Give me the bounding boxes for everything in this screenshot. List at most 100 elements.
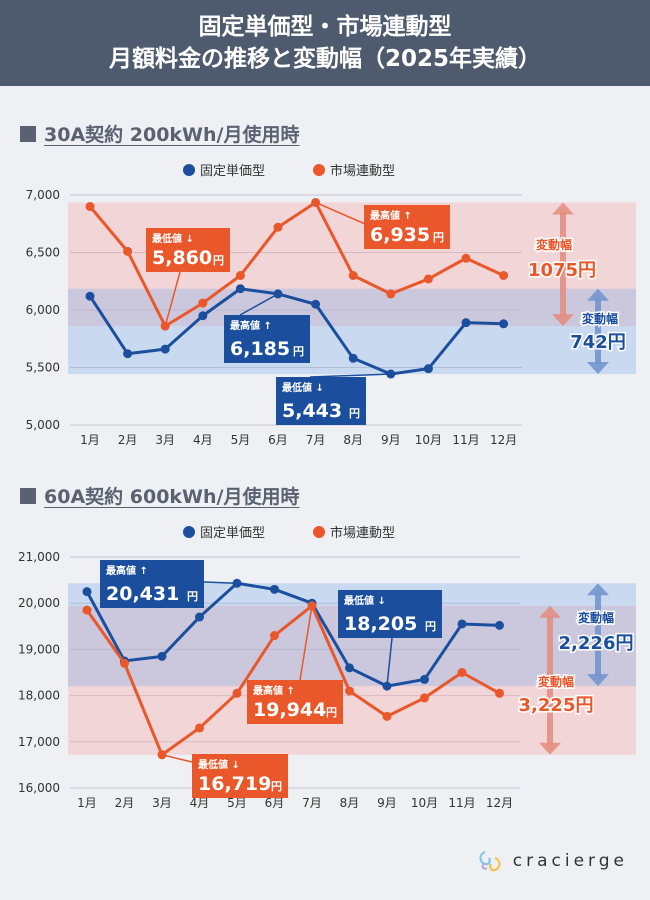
y-tick-label: 18,000 bbox=[18, 689, 60, 703]
square-bullet-icon bbox=[20, 488, 36, 504]
callout-box-market_min bbox=[192, 754, 288, 798]
data-point-market bbox=[461, 253, 471, 263]
x-tick-label: 9月 bbox=[377, 796, 397, 810]
callout-leader-market_max bbox=[315, 201, 373, 228]
callout-unit-fixed_min: 円 bbox=[349, 407, 360, 420]
section-title-30a-text: 30A契約 200kWh/月使用時 bbox=[44, 124, 300, 146]
x-tick-label: 6月 bbox=[268, 433, 288, 447]
callout-label-market_max: 最高値 ↑ bbox=[370, 209, 412, 222]
callout-unit-market_min: 円 bbox=[271, 780, 282, 793]
data-point-market bbox=[382, 711, 392, 721]
legend-fixed-marker bbox=[183, 526, 195, 538]
section-title-60a-text: 60A契約 600kWh/月使用時 bbox=[44, 486, 300, 508]
callout-unit-fixed_max: 円 bbox=[187, 590, 198, 603]
callout-box-fixed_min bbox=[338, 590, 442, 638]
data-point-fixed bbox=[457, 619, 467, 629]
range-arrow-down-icon-market bbox=[539, 742, 561, 755]
data-point-market bbox=[457, 668, 467, 677]
callout-label-fixed_max: 最高値 ↑ bbox=[230, 319, 272, 332]
x-tick-label: 2月 bbox=[115, 796, 135, 810]
x-tick-label: 12月 bbox=[486, 796, 513, 810]
range-value-market: 3,225円 bbox=[519, 695, 594, 716]
chart-60a: 固定単価型 市場連動型 21,000 20,000 19,000 18,000 17,000… bbox=[18, 525, 636, 810]
data-point-fixed bbox=[198, 311, 208, 321]
range-value-fixed: 742円 bbox=[570, 332, 626, 353]
data-point-market bbox=[195, 723, 204, 733]
x-tick-label: 8月 bbox=[340, 796, 360, 810]
y-tick-label: 20,000 bbox=[18, 596, 60, 610]
legend-fixed-label: 固定単価型 bbox=[200, 525, 265, 541]
legend-market-marker bbox=[313, 164, 325, 176]
callout-box-market_min bbox=[146, 228, 230, 272]
y-tick-label: 6,500 bbox=[26, 246, 60, 260]
data-point-market bbox=[85, 202, 95, 211]
callout-value-market_min: 16,719 bbox=[198, 773, 271, 795]
callout-value-fixed_max: 20,431 bbox=[106, 583, 179, 605]
callout-box-market_max bbox=[247, 680, 343, 724]
data-point-market bbox=[123, 246, 133, 256]
callout-value-fixed_min: 18,205 bbox=[344, 613, 417, 635]
x-tick-label: 11月 bbox=[448, 796, 475, 810]
data-point-fixed bbox=[382, 681, 392, 691]
data-point-market bbox=[348, 271, 358, 280]
data-point-fixed bbox=[348, 353, 358, 363]
x-tick-label: 10月 bbox=[415, 433, 442, 447]
data-point-fixed bbox=[345, 663, 354, 673]
y-tick-label: 5,500 bbox=[26, 361, 60, 375]
x-tick-label: 3月 bbox=[155, 433, 175, 447]
callout-value-market_max: 6,935 bbox=[370, 224, 430, 246]
data-point-market bbox=[270, 631, 279, 641]
x-tick-label: 10月 bbox=[411, 796, 438, 810]
callout-unit-fixed_min: 円 bbox=[425, 620, 436, 633]
x-tick-label: 3月 bbox=[152, 796, 172, 810]
logo-icon bbox=[479, 850, 501, 872]
data-point-fixed bbox=[85, 291, 95, 301]
callout-label-fixed_min: 最低値 ↓ bbox=[344, 594, 386, 607]
range-label-fixed: 変動幅 bbox=[582, 311, 618, 326]
callout-label-fixed_max: 最高値 ↑ bbox=[106, 564, 148, 577]
data-point-market bbox=[423, 274, 433, 284]
range-arrow-down-icon-market bbox=[552, 314, 574, 327]
data-point-fixed bbox=[157, 651, 167, 661]
data-point-market bbox=[386, 289, 396, 299]
data-point-fixed bbox=[123, 349, 133, 359]
x-tick-label: 7月 bbox=[302, 796, 322, 810]
callout-leader-fixed_min bbox=[309, 373, 391, 378]
series-line-market bbox=[85, 604, 501, 757]
data-point-market bbox=[120, 658, 129, 668]
x-tick-label: 1月 bbox=[80, 433, 100, 447]
range-arrow-up-icon-fixed bbox=[587, 583, 609, 596]
y-tick-label: 21,000 bbox=[18, 550, 60, 564]
x-tick-label: 2月 bbox=[118, 433, 138, 447]
x-tick-label: 1月 bbox=[77, 796, 97, 810]
x-tick-label: 6月 bbox=[265, 796, 285, 810]
y-tick-label: 19,000 bbox=[18, 642, 60, 656]
callout-value-fixed_min: 5,443 bbox=[282, 400, 342, 422]
series-line-fixed bbox=[85, 581, 500, 688]
data-point-market bbox=[82, 605, 92, 615]
data-point-fixed bbox=[423, 364, 433, 374]
range-arrow-up-icon-market bbox=[552, 202, 574, 215]
section-title-30a: 30A契約 200kWh/月使用時 bbox=[20, 120, 299, 147]
callout-leader-market_min bbox=[161, 754, 193, 763]
data-point-market bbox=[499, 271, 509, 280]
x-tick-label: 4月 bbox=[190, 796, 210, 810]
range-arrow-down-icon-fixed bbox=[587, 674, 609, 687]
data-point-fixed bbox=[235, 284, 245, 294]
series-line-market bbox=[88, 200, 505, 328]
callout-box-fixed_min bbox=[276, 377, 366, 425]
data-point-fixed bbox=[495, 620, 504, 630]
legend-fixed-marker bbox=[183, 164, 195, 176]
data-point-market bbox=[273, 222, 283, 232]
page-title-line1: 固定単価型・市場連動型 bbox=[198, 14, 452, 40]
x-tick-label: 8月 bbox=[343, 433, 363, 447]
callout-box-market_max bbox=[364, 205, 450, 249]
data-point-fixed bbox=[270, 584, 279, 594]
x-tick-label: 12月 bbox=[490, 433, 517, 447]
range-label-fixed: 変動幅 bbox=[578, 610, 614, 625]
callout-value-market_min: 5,860 bbox=[152, 247, 212, 269]
callout-box-fixed_max bbox=[100, 560, 204, 608]
legend-market-label: 市場連動型 bbox=[330, 525, 395, 541]
data-point-fixed bbox=[420, 674, 429, 684]
range-value-fixed: 2,226円 bbox=[559, 633, 634, 654]
